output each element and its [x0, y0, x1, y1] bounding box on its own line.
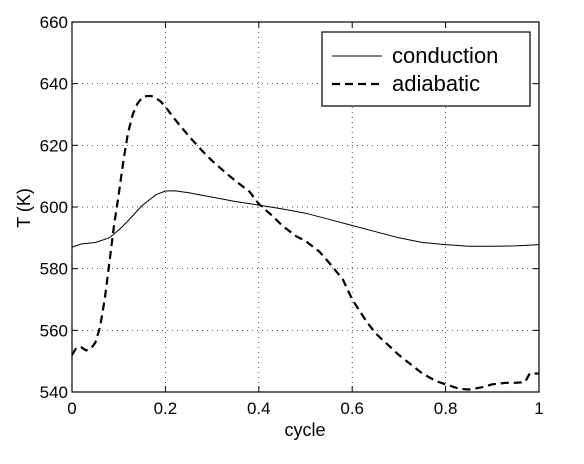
x-tick-label: 0.6	[340, 399, 364, 418]
series-line-conduction	[71, 190, 540, 248]
y-tick-labels: 540 560 580 600 620 640 660	[40, 13, 68, 402]
x-tick-labels: 0 0.2 0.4 0.6 0.8 1	[67, 399, 543, 418]
x-tick-label: 0.4	[247, 399, 271, 418]
y-tick-label: 620	[40, 136, 68, 155]
legend-label-conduction: conduction	[392, 43, 498, 68]
y-tick-label: 600	[40, 198, 68, 217]
axis-ticks	[71, 21, 540, 393]
y-tick-label: 580	[40, 260, 68, 279]
y-tick-label: 540	[40, 383, 68, 402]
grid-lines	[72, 22, 539, 392]
legend-box	[321, 31, 531, 107]
legend: conduction adiabatic	[321, 31, 531, 107]
y-axis-label: T (K)	[14, 188, 34, 228]
series-line-adiabatic	[71, 94, 539, 391]
x-tick-label: 0.2	[154, 399, 178, 418]
series-layer	[71, 94, 540, 391]
x-tick-label: 0	[67, 399, 76, 418]
y-tick-label: 640	[40, 75, 68, 94]
x-axis-label: cycle	[284, 420, 325, 440]
legend-label-adiabatic: adiabatic	[392, 71, 480, 96]
x-tick-label: 0.8	[434, 399, 458, 418]
x-tick-label: 1	[534, 399, 543, 418]
y-tick-label: 660	[40, 13, 68, 32]
y-tick-label: 560	[40, 321, 68, 340]
